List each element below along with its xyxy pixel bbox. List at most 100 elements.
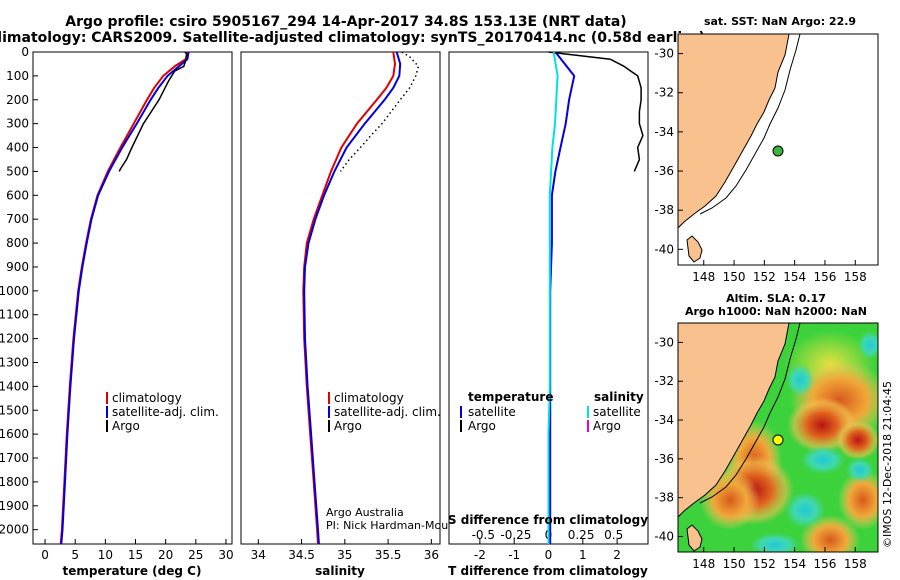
t-diff-tick-label: -1 bbox=[508, 548, 520, 562]
lon-tick-label: 154 bbox=[783, 270, 806, 284]
depth-tick-label: 1700 bbox=[0, 451, 29, 465]
lon-tick-label: 158 bbox=[844, 270, 867, 284]
satellite-temperature-line bbox=[60, 51, 190, 545]
credit-argo-australia: Argo Australia bbox=[326, 506, 404, 519]
legend-label-climatology: climatology bbox=[112, 391, 182, 405]
legend-label-satellite: satellite-adj. clim. bbox=[112, 405, 219, 419]
temperature-tick-label: 0 bbox=[41, 548, 49, 562]
lat-tick-label: -30 bbox=[654, 47, 674, 61]
temperature-tick-label: 20 bbox=[158, 548, 173, 562]
sla-map-tasmania bbox=[686, 524, 703, 552]
legend-label-s-satellite: satellite bbox=[593, 405, 641, 419]
sst-map-title: sat. SST: NaN Argo: 22.9 bbox=[704, 15, 856, 28]
salinity-axes-frame bbox=[240, 51, 441, 545]
t-diff-tick-label: 0 bbox=[545, 548, 553, 562]
argo-float-marker-sla bbox=[772, 434, 784, 446]
temperature-tick-label: 10 bbox=[98, 548, 113, 562]
lon-tick-label: 152 bbox=[753, 557, 776, 571]
lat-tick-label: -36 bbox=[654, 164, 674, 178]
t-diff-satellite-line bbox=[549, 51, 576, 544]
figure-title-line-1: Argo profile: csiro 5905167_294 14-Apr-2… bbox=[65, 14, 626, 30]
depth-tick-label: 0 bbox=[21, 45, 29, 59]
legend-swatch-climatology bbox=[328, 392, 330, 404]
legend-label-t-argo: Argo bbox=[468, 419, 496, 433]
depth-tick-label: 600 bbox=[6, 188, 29, 202]
sst-map-tasmania bbox=[686, 235, 703, 263]
credit-pi-name: PI: Nick Hardman-Mountford bbox=[326, 519, 481, 532]
legend-label-climatology: climatology bbox=[334, 391, 404, 405]
salinity-tick-label: 34 bbox=[251, 548, 266, 562]
sla-map-lon-labels: 148 150 152 154 156 158 bbox=[692, 547, 867, 571]
lat-tick-label: -30 bbox=[654, 335, 674, 349]
t-diff-tick-labels: -2 -1 0 1 2 bbox=[474, 539, 621, 562]
lon-tick-label: 150 bbox=[723, 557, 746, 571]
lon-tick-label: 148 bbox=[692, 557, 715, 571]
legend-swatch-satellite bbox=[328, 406, 330, 418]
temperature-xlabel: temperature (deg C) bbox=[63, 564, 202, 578]
legend-swatch-climatology bbox=[106, 392, 108, 404]
depth-tick-label: 900 bbox=[6, 260, 29, 274]
lat-tick-label: -34 bbox=[654, 125, 674, 139]
depth-tick-label: 2000 bbox=[0, 523, 29, 537]
depth-tick-label: 1300 bbox=[0, 355, 29, 369]
salinity-tick-label: 34.5 bbox=[288, 548, 315, 562]
temperature-tick-labels: 0 5 10 15 20 25 30 bbox=[41, 539, 234, 562]
legend-label-argo: Argo bbox=[112, 419, 140, 433]
lon-tick-label: 148 bbox=[692, 270, 715, 284]
salinity-xlabel: salinity bbox=[315, 564, 365, 578]
legend-label-s-argo: Argo bbox=[593, 419, 621, 433]
argo-float-marker bbox=[772, 145, 784, 157]
lat-tick-label: -32 bbox=[654, 374, 674, 388]
difference-legend: temperature satellite Argo salinity sate… bbox=[460, 390, 644, 433]
lat-tick-label: -38 bbox=[654, 491, 674, 505]
legend-swatch-s-satellite bbox=[587, 406, 589, 418]
legend-swatch-s-argo bbox=[587, 420, 589, 432]
sla-field-blobs bbox=[678, 323, 878, 552]
temperature-tick-label: 30 bbox=[218, 548, 233, 562]
salinity-tick-label: 36 bbox=[424, 548, 439, 562]
lon-tick-label: 152 bbox=[753, 270, 776, 284]
sst-map-land bbox=[678, 34, 790, 229]
t-diff-argo-line bbox=[548, 51, 644, 172]
sla-map-lat-labels: -30 -32 -34 -36 -38 -40 bbox=[654, 335, 683, 543]
salinity-tick-label: 35.5 bbox=[375, 548, 402, 562]
depth-tick-label: 800 bbox=[6, 236, 29, 250]
depth-tick-label: 1500 bbox=[0, 403, 29, 417]
temperature-panel: 0100200300400500600700800900100011001200… bbox=[0, 45, 234, 578]
depth-tick-label: 100 bbox=[6, 69, 29, 83]
sst-map-lat-labels: -30 -32 -34 -36 -38 -40 bbox=[654, 47, 683, 256]
temperature-tick-label: 15 bbox=[128, 548, 143, 562]
argo-temperature-line bbox=[118, 51, 188, 172]
depth-tick-label: 1000 bbox=[0, 284, 29, 298]
legend-swatch-satellite bbox=[106, 406, 108, 418]
t-diff-tick-label: 2 bbox=[613, 548, 621, 562]
temperature-legend: climatology satellite-adj. clim. Argo bbox=[106, 391, 219, 433]
legend-title-temperature: temperature bbox=[468, 390, 553, 404]
depth-tick-label: 1800 bbox=[0, 475, 29, 489]
sst-map: sat. SST: NaN Argo: 22.9 -30 -32 -34 -36 -38… bbox=[654, 15, 879, 284]
imos-credit: ©IMOS 12-Dec-2018 21:04:45 bbox=[881, 381, 894, 548]
depth-tick-label: 1900 bbox=[0, 499, 29, 513]
salinity-tick-label: 35 bbox=[337, 548, 352, 562]
legend-swatch-t-argo bbox=[460, 420, 462, 432]
s-diff-tick-label: 0.25 bbox=[568, 528, 595, 542]
satellite-salinity-line bbox=[303, 51, 402, 545]
lat-tick-label: -40 bbox=[654, 529, 674, 543]
t-diff-tick-label: 1 bbox=[579, 548, 587, 562]
depth-tick-label: 500 bbox=[6, 164, 29, 178]
s-diff-tick-label: 0.5 bbox=[604, 528, 623, 542]
sla-map: Altim. SLA: 0.17 Argo h1000: NaN h2000: … bbox=[654, 292, 879, 571]
legend-swatch-t-satellite bbox=[460, 406, 462, 418]
s-diff-tick-label: -0.25 bbox=[500, 528, 531, 542]
lon-tick-label: 158 bbox=[844, 557, 867, 571]
depth-tick-label: 1200 bbox=[0, 332, 29, 346]
t-diff-tick-label: -2 bbox=[474, 548, 486, 562]
sla-map-land bbox=[678, 323, 790, 518]
lat-tick-label: -36 bbox=[654, 452, 674, 466]
lat-tick-label: -38 bbox=[654, 203, 674, 217]
depth-tick-label: 200 bbox=[6, 93, 29, 107]
lon-tick-label: 156 bbox=[814, 270, 837, 284]
lat-tick-label: -34 bbox=[654, 413, 674, 427]
lat-tick-label: -32 bbox=[654, 86, 674, 100]
